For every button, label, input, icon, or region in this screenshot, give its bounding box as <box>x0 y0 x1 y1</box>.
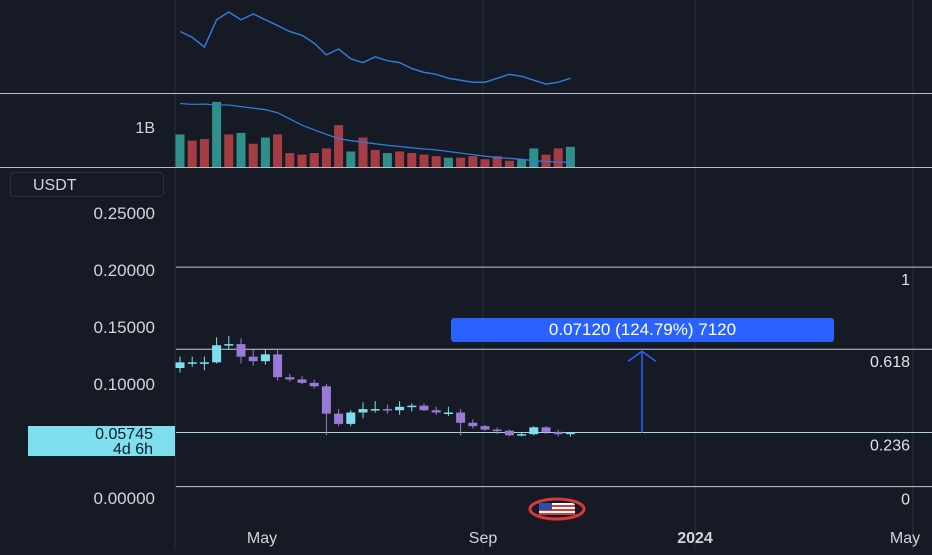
measure-tool[interactable] <box>628 351 656 432</box>
price-axis-tick: 0.10000 <box>94 375 155 394</box>
candle-body <box>176 362 185 368</box>
volume-bar <box>432 156 441 167</box>
candle-body <box>322 386 331 413</box>
candle-body <box>249 357 258 362</box>
candle-body <box>237 344 246 357</box>
candle-body <box>529 427 538 434</box>
time-axis-tick: Sep <box>469 530 498 547</box>
candle-body <box>444 413 453 415</box>
candle-body <box>517 434 526 436</box>
candle-body <box>383 409 392 411</box>
volume-bar <box>346 152 355 168</box>
candle-body <box>224 344 233 346</box>
candle-body <box>334 414 343 424</box>
candle-body <box>407 406 416 408</box>
volume-bar <box>322 148 331 167</box>
volume-bar <box>176 134 185 167</box>
candle-body <box>420 406 429 411</box>
flag-stripe <box>539 513 575 515</box>
indicator-panel[interactable] <box>180 12 570 84</box>
candle-body <box>395 407 404 410</box>
fib-level-label: 0.236 <box>870 437 910 454</box>
candle-body <box>493 430 502 432</box>
volume-bar <box>310 153 319 167</box>
flag-canton <box>539 503 552 510</box>
indicator-line <box>180 12 570 84</box>
volume-bar <box>481 159 490 167</box>
volume-bar <box>395 152 404 168</box>
fib-level-label: 0 <box>901 492 910 509</box>
volume-bar <box>505 161 514 167</box>
candle-body <box>566 432 575 434</box>
last-price-tag: 0.05745 4d 6h <box>28 426 175 456</box>
volume-bar <box>298 155 307 167</box>
volume-bar <box>529 148 538 167</box>
price-axis-tick: 0.00000 <box>94 489 155 508</box>
volume-axis-tick: 1B <box>135 120 155 137</box>
volume-bar <box>224 134 233 167</box>
grid <box>175 0 913 550</box>
candle-body <box>359 409 368 412</box>
candle-body <box>456 413 465 423</box>
volume-bar <box>566 147 575 167</box>
volume-bar <box>517 159 526 167</box>
volume-bar <box>456 158 465 167</box>
volume-bar <box>554 148 563 167</box>
fib-level-label: 0.618 <box>870 354 910 371</box>
volume-bar <box>444 158 453 167</box>
last-price-value: 0.05745 <box>28 427 153 442</box>
candle-body <box>505 431 514 436</box>
candle-body <box>346 413 355 424</box>
volume-panel[interactable] <box>176 102 575 167</box>
candle-body <box>212 345 221 362</box>
candle-body <box>261 354 270 361</box>
volume-bar <box>407 153 416 167</box>
candle-body <box>285 377 294 379</box>
volume-bar <box>420 155 429 167</box>
price-axis-tick: 0.15000 <box>94 318 155 337</box>
candle-countdown: 4d 6h <box>28 442 153 457</box>
volume-bar <box>261 138 270 167</box>
candle-body <box>542 427 551 432</box>
volume-bar <box>285 153 294 167</box>
time-axis-tick: May <box>247 530 277 547</box>
volume-bar <box>237 133 246 167</box>
candle-body <box>468 423 477 426</box>
fib-level-label: 1 <box>901 272 910 289</box>
volume-bar <box>249 144 258 167</box>
us-flag-icon[interactable] <box>530 499 584 519</box>
candle-body <box>432 410 441 412</box>
time-axis-tick: 2024 <box>677 530 713 547</box>
volume-bar <box>334 125 343 167</box>
events[interactable] <box>530 499 584 519</box>
candle-body <box>554 432 563 434</box>
candle-body <box>371 409 380 411</box>
currency-button[interactable]: USDT <box>10 172 164 197</box>
volume-bar <box>273 134 282 167</box>
volume-bar <box>200 139 209 167</box>
price-axis-tick: 0.20000 <box>94 261 155 280</box>
price-axis-tick: 0.25000 <box>94 204 155 223</box>
volume-bar <box>212 102 221 167</box>
volume-bar <box>468 156 477 167</box>
fib-retracement[interactable]: 1 0.618 0.236 0 <box>176 267 932 508</box>
measure-label[interactable]: 0.07120 (124.79%) 7120 <box>451 318 834 342</box>
time-axis-tick: May <box>890 530 920 547</box>
volume-bar <box>188 141 197 167</box>
candle-body <box>200 362 209 364</box>
candle-body <box>188 362 197 364</box>
candle-body <box>298 379 307 382</box>
price-panel[interactable] <box>176 336 932 436</box>
volume-bar <box>371 150 380 167</box>
candle-body <box>481 426 490 429</box>
candle-body <box>310 383 319 386</box>
candle-body <box>273 354 282 377</box>
volume-bar <box>383 153 392 167</box>
